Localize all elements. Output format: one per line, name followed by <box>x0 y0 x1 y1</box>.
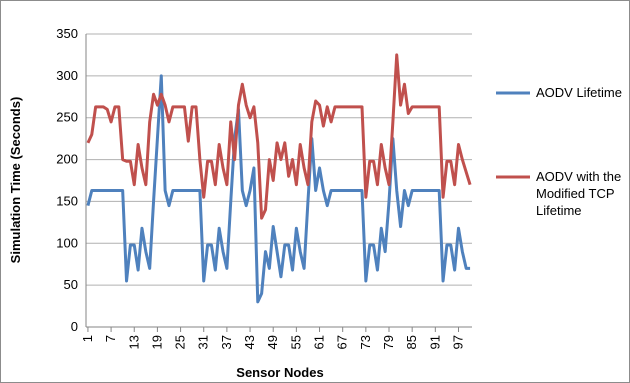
y-tick-label: 250 <box>56 110 78 125</box>
x-tick-label: 97 <box>450 335 465 349</box>
x-tick-label: 49 <box>265 335 280 349</box>
y-tick-label: 100 <box>56 235 78 250</box>
x-tick-label: 1 <box>80 335 95 342</box>
x-tick-label: 55 <box>288 335 303 349</box>
y-tick-label: 350 <box>56 26 78 41</box>
x-axis-label: Sensor Nodes <box>236 365 323 380</box>
x-tick-label: 61 <box>312 335 327 349</box>
x-tick-label: 43 <box>242 335 257 349</box>
data-line <box>86 74 471 304</box>
x-tick-label: 37 <box>219 335 234 349</box>
y-tick-label: 50 <box>64 277 78 292</box>
x-tick-label: 13 <box>126 335 141 349</box>
legend-label: AODV Lifetime <box>536 85 622 100</box>
x-tick-label: 85 <box>404 335 419 349</box>
x-tick-label: 25 <box>173 335 188 349</box>
y-tick-label: 150 <box>56 193 78 208</box>
y-tick-label: 300 <box>56 68 78 83</box>
legend-label: AODV with the Modified TCP Lifetime <box>536 169 622 218</box>
data-line <box>86 53 472 220</box>
y-axis-label: Simulation Time (Seconds) <box>8 97 23 264</box>
x-tick-label: 73 <box>358 335 373 349</box>
x-tick-label: 91 <box>427 335 442 349</box>
x-tick-label: 79 <box>381 335 396 349</box>
x-tick-label: 67 <box>335 335 350 349</box>
y-tick-label: 0 <box>71 319 78 334</box>
x-tick-label: 19 <box>149 335 164 349</box>
x-tick-label: 7 <box>103 335 118 342</box>
x-tick-label: 31 <box>196 335 211 349</box>
y-tick-label: 200 <box>56 152 78 167</box>
